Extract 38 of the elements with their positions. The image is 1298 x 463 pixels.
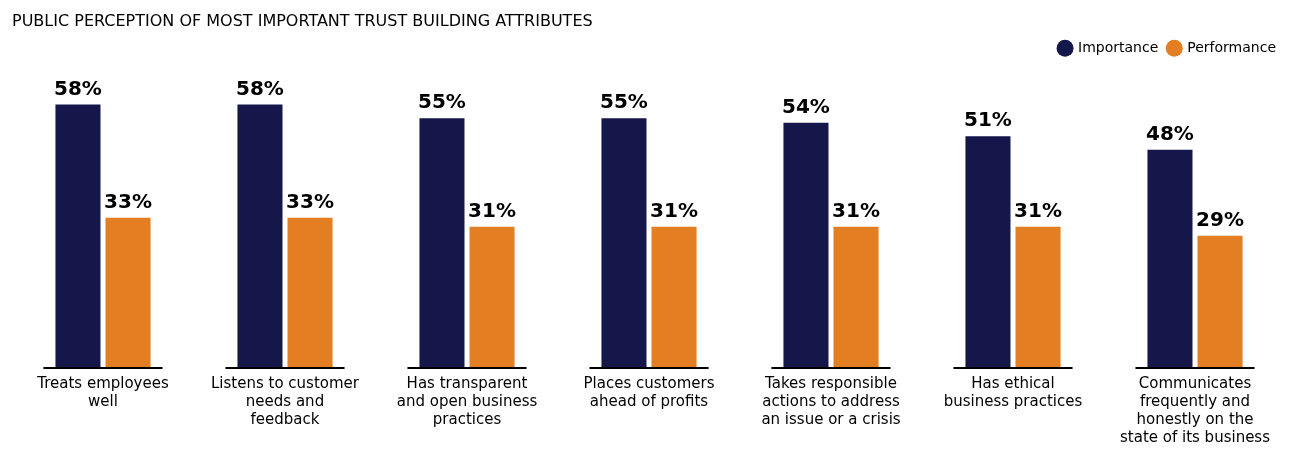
bar xyxy=(287,217,333,367)
bar xyxy=(833,226,879,367)
bar xyxy=(1015,226,1061,367)
bar xyxy=(419,118,465,367)
x-tick-label: Has transparent and open business practices xyxy=(396,373,538,428)
bar xyxy=(1197,235,1243,367)
x-tick-label: Takes responsible actions to address an issue or a crisis xyxy=(761,373,901,428)
bar xyxy=(651,226,697,367)
bar xyxy=(783,122,829,367)
x-tick-label: Treats employees well xyxy=(36,373,169,410)
chart-title: PUBLIC PERCEPTION OF MOST IMPORTANT TRUST BUILDING ATTRIBUTES xyxy=(12,10,593,30)
x-tick-label: Communicates frequently and honestly on the state of its business xyxy=(1120,373,1271,446)
data-label: 58% xyxy=(54,75,102,100)
x-tick-label: Listens to customer needs and feedback xyxy=(210,373,360,428)
bar xyxy=(965,136,1011,367)
x-tick-label: Has ethical business practices xyxy=(943,373,1083,410)
data-label: 31% xyxy=(1014,197,1062,222)
bar xyxy=(469,226,515,367)
data-label: 58% xyxy=(236,75,284,100)
bar xyxy=(55,104,101,367)
data-label: 48% xyxy=(1146,121,1194,146)
data-label: 33% xyxy=(286,188,334,213)
data-label: 31% xyxy=(832,197,880,222)
data-label: 31% xyxy=(650,197,698,222)
x-tick-label: Places customers ahead of profits xyxy=(583,373,715,410)
bar xyxy=(237,104,283,367)
data-label: 55% xyxy=(418,89,466,114)
bar xyxy=(1147,149,1193,367)
bar xyxy=(105,217,151,367)
bar xyxy=(601,118,647,367)
data-label: 31% xyxy=(468,197,516,222)
data-label: 29% xyxy=(1196,206,1244,231)
legend-label: Importance xyxy=(1078,38,1159,55)
legend-label: Performance xyxy=(1187,38,1276,55)
data-label: 55% xyxy=(600,89,648,114)
data-label: 33% xyxy=(104,188,152,213)
data-label: 54% xyxy=(782,93,830,118)
data-label: 51% xyxy=(964,107,1012,132)
